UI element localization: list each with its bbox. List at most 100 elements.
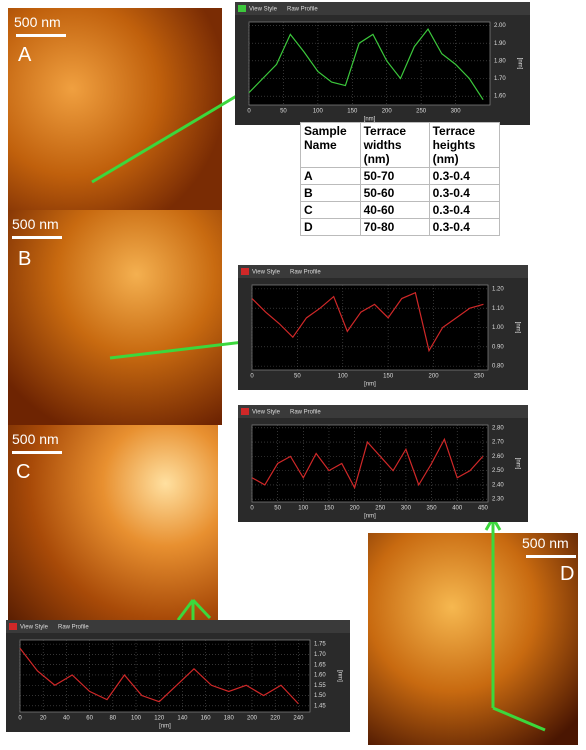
y-tick-label: 1.80 (494, 58, 506, 64)
y-tick-label: 2.40 (492, 482, 504, 488)
y-tick-label: 1.60 (314, 673, 326, 679)
x-tick-label: 300 (401, 506, 412, 512)
x-tick-label: 0 (250, 506, 254, 512)
profile-panel: View Style Raw Profile 1.45 1.50 1.55 1.60 1.6… (6, 620, 350, 732)
y-tick-label: 1.10 (492, 306, 504, 312)
x-axis-label: [nm] (159, 724, 171, 730)
x-tick-label: 20 (40, 716, 47, 722)
table-cell: 70-80 (359, 218, 430, 236)
x-tick-label: 200 (350, 506, 361, 512)
y-tick-label: 2.30 (492, 497, 504, 503)
y-tick-label: 1.55 (314, 683, 326, 689)
afm-image: 500 nm D (368, 533, 578, 745)
scale-label: 500 nm (12, 431, 59, 447)
tab-bar (238, 405, 528, 418)
tab-bar (6, 620, 350, 633)
x-tick-label: 150 (324, 506, 335, 512)
panel-label: B (18, 248, 32, 270)
x-tick-label: 40 (63, 716, 70, 722)
x-tick-label: 0 (247, 109, 251, 115)
scale-bar (526, 555, 576, 558)
x-tick-label: 150 (383, 374, 394, 380)
x-tick-label: 240 (293, 716, 304, 722)
y-tick-label: 1.70 (314, 652, 326, 658)
tab-icon (241, 268, 249, 275)
panel-label: C (16, 461, 31, 483)
table-cell: Sample Name (300, 122, 361, 168)
y-tick-label: 1.90 (494, 41, 506, 47)
profile-line (248, 27, 484, 101)
profile-line (251, 437, 484, 490)
x-axis-label: [nm] (364, 382, 376, 388)
x-tick-label: 450 (478, 506, 489, 512)
x-tick-label: 100 (298, 506, 309, 512)
tab: View Style (249, 7, 278, 13)
x-tick-label: 100 (131, 716, 142, 722)
y-tick-label: 1.70 (494, 76, 506, 82)
x-axis-label: [nm] (364, 117, 376, 123)
y-tick-label: 1.75 (314, 642, 326, 648)
table-cell: 0.3-0.4 (428, 218, 501, 236)
x-tick-label: 350 (427, 506, 438, 512)
table-cell: D (300, 218, 361, 236)
y-tick-label: 2.70 (492, 440, 504, 446)
y-axis-label: [nm] (336, 670, 342, 682)
profile-line (251, 291, 484, 353)
table-cell: Terrace heights (nm) (428, 122, 501, 168)
x-tick-label: 200 (429, 374, 440, 380)
x-tick-label: 140 (177, 716, 188, 722)
afm-image: 500 nm B (8, 210, 222, 425)
profile-panel: View Style Raw Profile 0.80 0.90 1.00 1.10 1.2… (238, 265, 528, 390)
x-axis-label: [nm] (364, 514, 376, 520)
y-tick-label: 2.80 (492, 425, 504, 431)
x-tick-label: 0 (18, 716, 22, 722)
tab-icon (241, 408, 249, 415)
x-tick-label: 80 (109, 716, 116, 722)
x-tick-label: 250 (474, 374, 485, 380)
tab: Raw Profile (290, 410, 321, 416)
x-tick-label: 100 (313, 109, 324, 115)
tab-bar (235, 2, 530, 15)
y-tick-label: 2.00 (494, 23, 506, 29)
afm-image: 500 nm A (8, 8, 222, 210)
table-cell: 40-60 (359, 201, 430, 219)
y-tick-label: 2.60 (492, 454, 504, 460)
scale-bar (12, 451, 62, 454)
plot-area (251, 424, 489, 503)
y-tick-label: 1.00 (492, 325, 504, 331)
x-tick-label: 300 (451, 109, 462, 115)
x-tick-label: 150 (347, 109, 358, 115)
y-tick-label: 1.65 (314, 662, 326, 668)
table-cell: 0.3-0.4 (428, 184, 501, 202)
x-tick-label: 180 (224, 716, 235, 722)
x-tick-label: 100 (338, 374, 349, 380)
y-tick-label: 1.60 (494, 94, 506, 100)
x-tick-label: 250 (416, 109, 427, 115)
plot-area (19, 639, 311, 713)
x-tick-label: 0 (250, 374, 254, 380)
y-axis-label: [nm] (516, 58, 522, 70)
tab: Raw Profile (290, 270, 321, 276)
table-cell: Terrace widths (nm) (359, 122, 430, 168)
y-tick-label: 1.20 (492, 286, 504, 292)
table-row: D 70-80 0.3-0.4 (300, 218, 501, 236)
x-tick-label: 200 (247, 716, 258, 722)
table-cell: B (300, 184, 361, 202)
table-cell: 0.3-0.4 (428, 201, 501, 219)
y-tick-label: 1.45 (314, 703, 326, 709)
table-row: A 50-70 0.3-0.4 (300, 167, 501, 185)
table-cell: 50-70 (359, 167, 430, 185)
table-cell: C (300, 201, 361, 219)
x-tick-label: 60 (86, 716, 93, 722)
tab: View Style (252, 410, 281, 416)
scale-label: 500 nm (522, 535, 569, 551)
profile-panel: View Style Raw Profile 1.60 1.70 1.80 1.90 2.0… (235, 2, 530, 125)
x-tick-label: 160 (201, 716, 212, 722)
x-tick-label: 50 (294, 374, 301, 380)
x-tick-label: 250 (375, 506, 386, 512)
y-tick-label: 0.90 (492, 344, 504, 350)
y-tick-label: 2.50 (492, 468, 504, 474)
x-tick-label: 50 (274, 506, 281, 512)
tab: View Style (252, 270, 281, 276)
